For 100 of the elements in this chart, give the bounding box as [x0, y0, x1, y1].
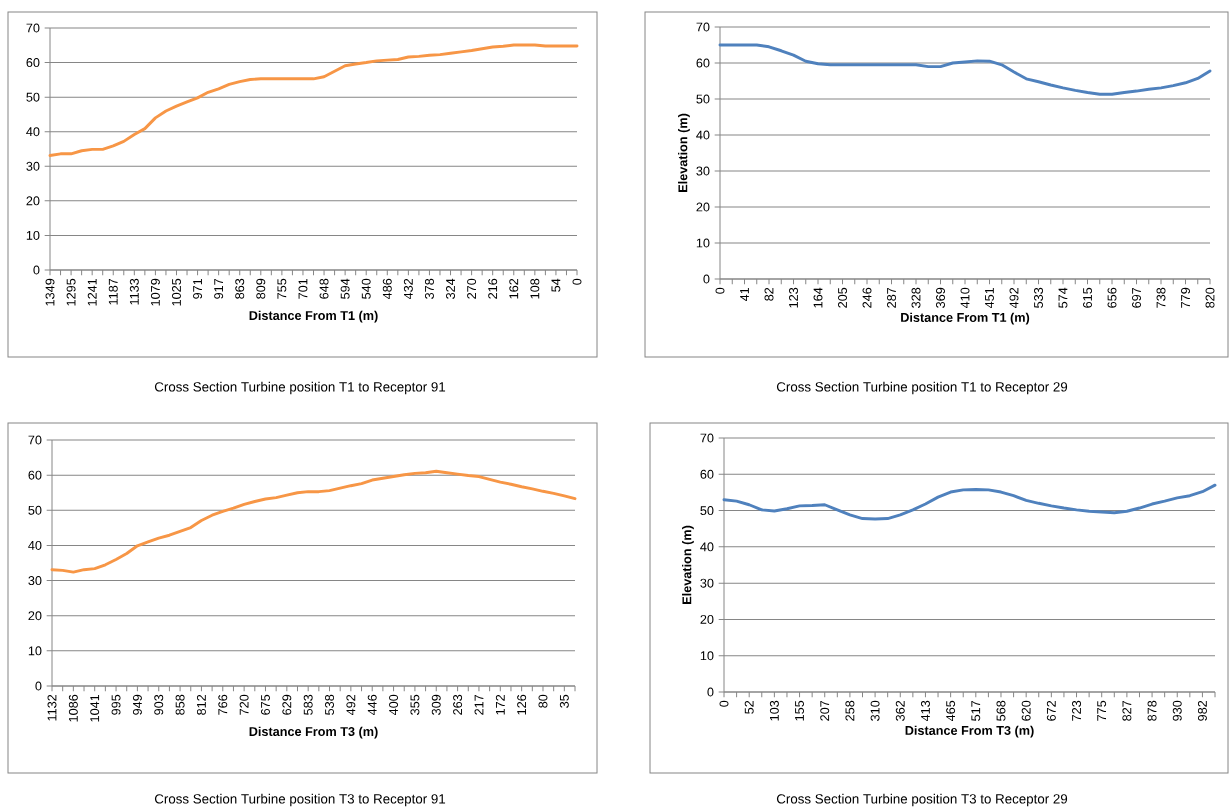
x-tick-label: 207	[820, 700, 830, 721]
x-tick-label: 720	[239, 694, 249, 715]
text: Cross Section Turbine position T3 to Receptor 29	[776, 793, 1068, 807]
x-axis-title: Distance From T1 (m)	[901, 312, 1030, 325]
x-tick-label: 0	[715, 287, 725, 294]
line-series	[50, 469, 577, 574]
x-tick-label: 930	[1172, 700, 1182, 721]
y-tick-label: 50	[700, 506, 714, 516]
x-tick-label: 258	[845, 700, 855, 721]
x-tick-label: 413	[920, 700, 930, 722]
x-tick-label: 355	[410, 694, 420, 715]
x-tick-label: 648	[319, 278, 329, 299]
x-tick-label: 775	[1097, 700, 1107, 721]
x-tick-label: 410	[960, 287, 970, 309]
x-tick-label: 583	[303, 694, 313, 715]
y-tick-label: 60	[28, 470, 42, 480]
x-tick-label: 54	[551, 278, 561, 292]
x-tick-label: 172	[495, 694, 505, 715]
x-tick-label: 723	[1072, 700, 1082, 721]
x-tick-label: 108	[530, 278, 540, 299]
x-tick-label: 1187	[108, 278, 118, 305]
x-tick-label: 629	[282, 694, 292, 715]
x-tick-label: 755	[277, 278, 287, 299]
x-tick-label: 1079	[150, 278, 160, 306]
x-tick-label: 103	[769, 700, 779, 721]
x-tick-label: 451	[985, 287, 994, 309]
text: Cross Section Turbine position T3 to Receptor 91	[154, 793, 446, 807]
y-tick-label: 0	[35, 681, 42, 691]
y-tick-label: 70	[28, 435, 42, 445]
x-tick-label: 270	[467, 278, 477, 299]
x-tick-label: 0	[719, 700, 729, 707]
y-tick-label: 40	[28, 540, 42, 550]
x-tick-label: 594	[340, 278, 350, 299]
y-tick-label: 10	[28, 646, 42, 656]
x-tick-label: 446	[367, 694, 377, 716]
y-tick-label: 60	[696, 58, 710, 68]
x-tick-label: 123	[789, 287, 798, 308]
x-tick-label: 971	[193, 278, 203, 299]
y-tick-label: 10	[696, 238, 710, 248]
x-tick-label: 995	[111, 694, 121, 715]
x-tick-label: 1025	[172, 278, 181, 306]
x-axis-title: Distance From T3 (m)	[249, 726, 378, 739]
x-tick-label: 779	[1181, 287, 1190, 308]
x-tick-label: 672	[1046, 700, 1056, 721]
y-tick-label: 30	[28, 576, 42, 586]
x-tick-label: 216	[488, 278, 498, 299]
x-tick-label: 1041	[90, 694, 100, 722]
x-tick-label: 812	[196, 694, 206, 715]
y-tick-label: 0	[33, 265, 40, 275]
y-axis-title: Elevation (m)	[682, 525, 694, 604]
y-tick-label: 30	[26, 161, 40, 171]
x-tick-label: 620	[1021, 700, 1031, 721]
y-tick-label: 10	[700, 651, 714, 661]
x-tick-label: 533	[1034, 287, 1043, 308]
x-tick-label: 0	[572, 278, 582, 285]
x-tick-label: 41	[740, 287, 749, 302]
x-tick-label: 1132	[47, 694, 57, 721]
x-tick-label: 1133	[129, 278, 139, 305]
y-tick-label: 40	[26, 127, 40, 137]
x-tick-label: 949	[132, 694, 142, 715]
x-tick-label: 80	[538, 694, 548, 708]
y-tick-label: 70	[700, 433, 714, 443]
x-tick-label: 675	[260, 694, 270, 715]
y-tick-label: 50	[26, 92, 40, 102]
x-tick-label: 205	[838, 287, 847, 308]
x-tick-label: 858	[175, 694, 185, 715]
text: Cross Section Turbine position T1 to Receptor 29	[776, 381, 1068, 395]
x-tick-label: 246	[862, 287, 872, 308]
x-tick-label: 766	[218, 694, 228, 715]
y-tick-label: 70	[26, 23, 40, 33]
y-tick-label: 60	[26, 58, 40, 68]
x-tick-label: 517	[971, 700, 981, 721]
x-tick-label: 568	[996, 700, 1006, 721]
x-tick-label: 309	[431, 694, 441, 715]
x-tick-label: 492	[1009, 287, 1019, 309]
y-axis-title: Elevation (m)	[678, 113, 690, 192]
x-tick-label: 369	[936, 287, 945, 308]
y-tick-label: 50	[696, 94, 710, 104]
x-tick-label: 863	[235, 278, 245, 299]
y-tick-label: 30	[696, 166, 710, 176]
x-tick-label: 362	[895, 700, 905, 721]
x-tick-label: 656	[1107, 287, 1117, 308]
x-tick-label: 1086	[68, 694, 78, 722]
x-axis-title: Distance From T1 (m)	[249, 310, 378, 323]
x-tick-label: 378	[424, 278, 434, 299]
y-tick-label: 20	[700, 614, 714, 624]
x-tick-label: 820	[1205, 287, 1215, 308]
x-tick-label: 540	[361, 278, 371, 299]
x-tick-label: 217	[474, 694, 484, 715]
y-tick-label: 0	[707, 687, 714, 697]
y-tick-label: 10	[26, 230, 40, 240]
x-tick-label: 1295	[66, 278, 76, 306]
x-tick-label: 697	[1132, 287, 1141, 308]
x-tick-label: 1349	[45, 278, 55, 306]
x-tick-label: 878	[1147, 700, 1157, 721]
x-tick-label: 701	[298, 278, 308, 299]
x-tick-label: 324	[446, 278, 456, 299]
x-tick-label: 492	[346, 694, 356, 716]
x-tick-label: 263	[453, 694, 463, 715]
x-tick-label: 162	[509, 278, 519, 299]
